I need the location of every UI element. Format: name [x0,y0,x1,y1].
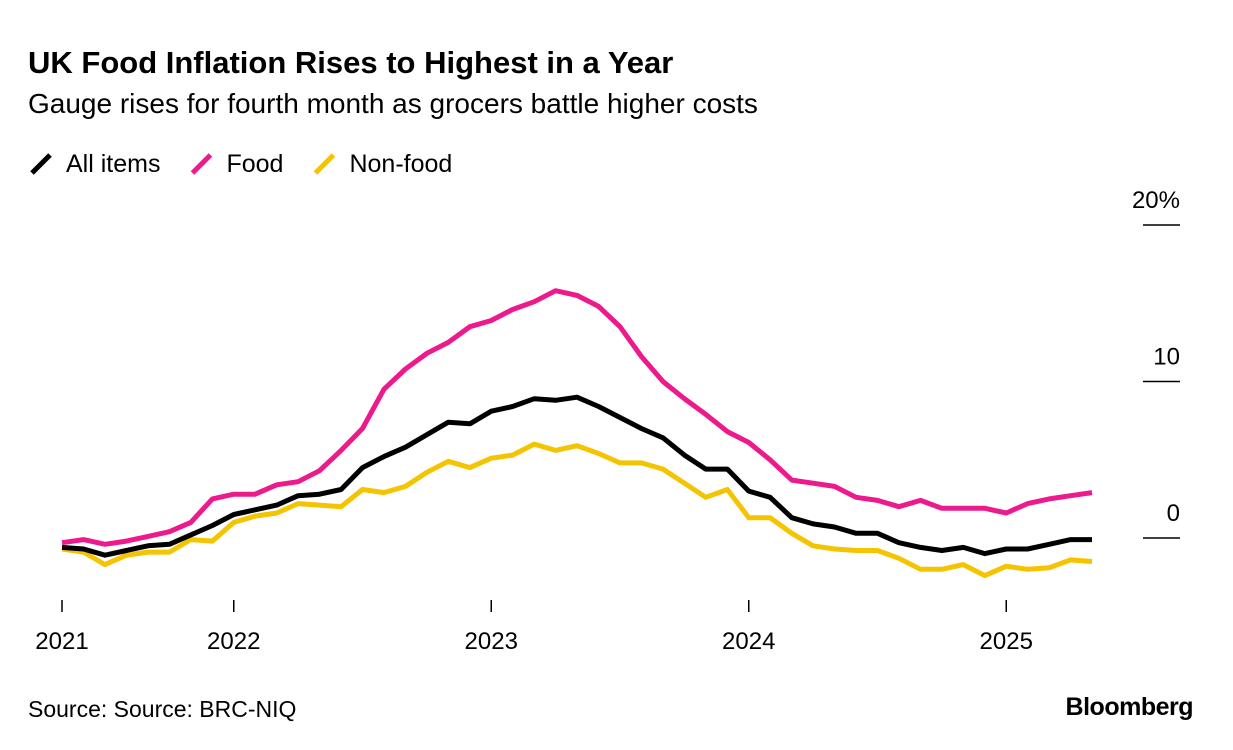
legend-label: Food [226,150,283,178]
chart-title: UK Food Inflation Rises to Highest in a … [28,45,673,80]
series-line [61,394,1092,558]
x-tick-label: 2024 [722,628,775,655]
legend-swatch [313,153,336,175]
chart-subtitle: Gauge rises for fourth month as grocers … [28,88,758,119]
x-tick-label: 2021 [35,628,88,655]
legend-label: Non-food [349,150,452,178]
legend-swatch [30,153,52,175]
series-line [61,288,1093,547]
legend-swatch [190,153,213,175]
source: Source: Source: BRC-NIQ [28,696,296,722]
x-tick-label: 2022 [207,628,260,655]
x-tick-label: 2023 [465,628,518,655]
series-line [61,441,1093,579]
y-tick-label: 0 [1167,500,1180,527]
y-tick-label: 20% [1132,187,1180,214]
x-tick-label: 2025 [980,628,1033,655]
brand: Bloomberg [1066,693,1193,721]
y-tick-label: 10 [1153,344,1180,371]
legend-label: All items [66,150,160,178]
